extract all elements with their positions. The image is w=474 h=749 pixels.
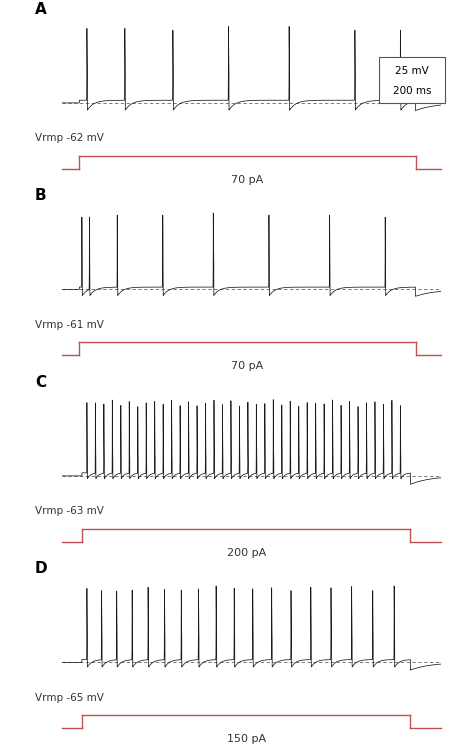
Text: 200 ms: 200 ms (393, 86, 431, 96)
Text: D: D (35, 562, 48, 577)
Text: B: B (35, 189, 47, 204)
Text: 25 mV: 25 mV (395, 65, 429, 76)
Text: A: A (35, 2, 47, 17)
Text: 150 pA: 150 pA (227, 734, 266, 745)
Text: Vrmp -65 mV: Vrmp -65 mV (35, 693, 104, 703)
Text: C: C (35, 375, 46, 390)
Text: 200 pA: 200 pA (227, 548, 266, 558)
Text: 70 pA: 70 pA (231, 175, 264, 185)
Text: Vrmp -61 mV: Vrmp -61 mV (35, 320, 104, 330)
Text: 70 pA: 70 pA (231, 361, 264, 372)
Text: Vrmp -62 mV: Vrmp -62 mV (35, 133, 104, 143)
Text: Vrmp -63 mV: Vrmp -63 mV (35, 506, 104, 516)
